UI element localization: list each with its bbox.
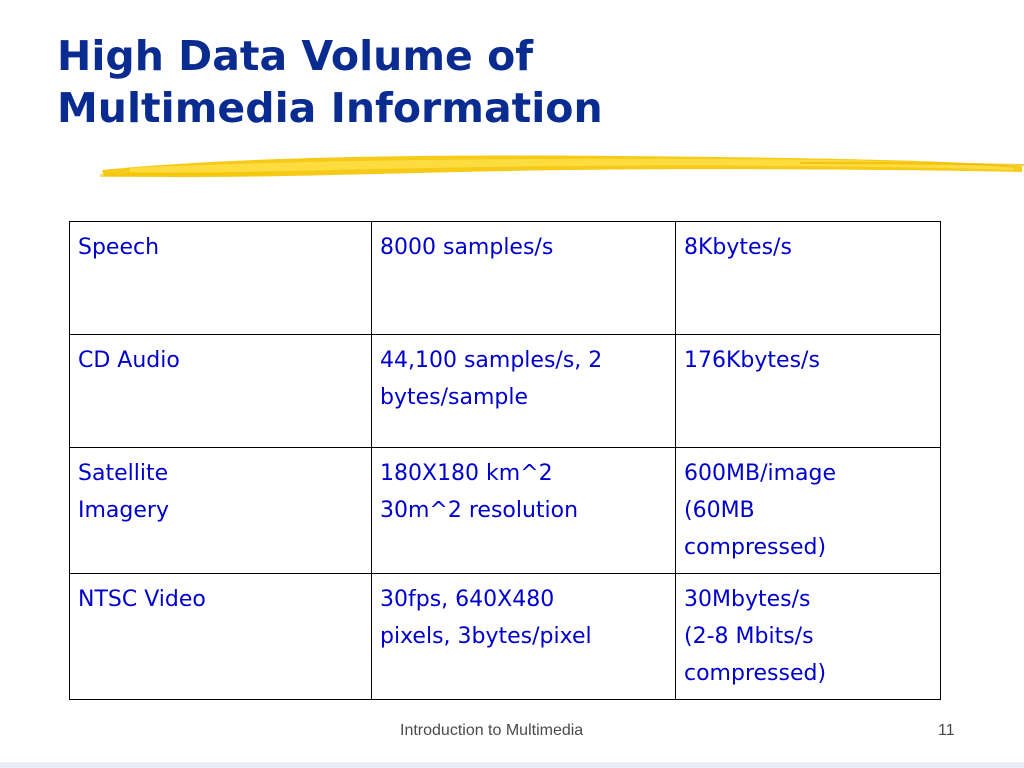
slide-title: High Data Volume of Multimedia Informati… (57, 30, 603, 134)
cell-text-line: (2-8 Mbits/s (684, 624, 814, 649)
cell-text-line: bytes/sample (380, 385, 529, 410)
cell-text-line: 30fps, 640X480 (380, 587, 555, 612)
cell-text-line: 30m^2 resolution (380, 498, 579, 523)
slide-title-line-2: Multimedia Information (57, 84, 603, 132)
table-row: Speech 8000 samples/s 8Kbytes/s (69, 221, 941, 335)
table-cell-volume: 600MB/image (60MB compressed) (675, 447, 941, 574)
cell-text-line: NTSC Video (78, 587, 206, 612)
cell-text-line: 30Mbytes/s (684, 587, 811, 612)
table-cell-media: CD Audio (69, 334, 372, 448)
cell-text-line: 180X180 km^2 (380, 461, 553, 486)
table-cell-volume: 8Kbytes/s (675, 221, 941, 335)
table-cell-volume: 30Mbytes/s (2-8 Mbits/s compressed) (675, 573, 941, 700)
table-cell-rate: 180X180 km^2 30m^2 resolution (371, 447, 676, 574)
table-cell-media: Speech (69, 221, 372, 335)
cell-text-line: 8000 samples/s (380, 235, 554, 260)
cell-text-line: Speech (78, 235, 160, 260)
footer-text: Introduction to Multimedia (400, 722, 584, 739)
table-cell-rate: 44,100 samples/s, 2 bytes/sample (371, 334, 676, 448)
cell-text-line: 44,100 samples/s, 2 (380, 348, 603, 373)
cell-text-line: pixels, 3bytes/pixel (380, 624, 592, 649)
cell-text-line: 8Kbytes/s (684, 235, 792, 260)
table-cell-rate: 8000 samples/s (371, 221, 676, 335)
slide-title-line-1: High Data Volume of (57, 32, 534, 80)
title-underline-brushstroke (100, 155, 1024, 178)
cell-text-line: Satellite (78, 461, 169, 486)
table-cell-media: NTSC Video (69, 573, 372, 700)
cell-text-line: (60MB (684, 498, 755, 523)
cell-text-line: Imagery (78, 498, 169, 523)
table-row: CD Audio 44,100 samples/s, 2 bytes/sampl… (69, 334, 941, 448)
table-row: Satellite Imagery 180X180 km^2 30m^2 res… (69, 447, 941, 574)
page-number: 11 (938, 722, 955, 739)
table-cell-rate: 30fps, 640X480 pixels, 3bytes/pixel (371, 573, 676, 700)
cell-text-line: 600MB/image (684, 461, 837, 486)
cell-text-line: CD Audio (78, 348, 180, 373)
cell-text-line: compressed) (684, 535, 827, 560)
table-cell-volume: 176Kbytes/s (675, 334, 941, 448)
bottom-border-strip (0, 762, 1024, 768)
table-cell-media: Satellite Imagery (69, 447, 372, 574)
cell-text-line: compressed) (684, 661, 827, 686)
cell-text-line: 176Kbytes/s (684, 348, 820, 373)
data-volume-table: Speech 8000 samples/s 8Kbytes/s CD Audio… (69, 221, 941, 700)
table-row: NTSC Video 30fps, 640X480 pixels, 3bytes… (69, 573, 941, 700)
